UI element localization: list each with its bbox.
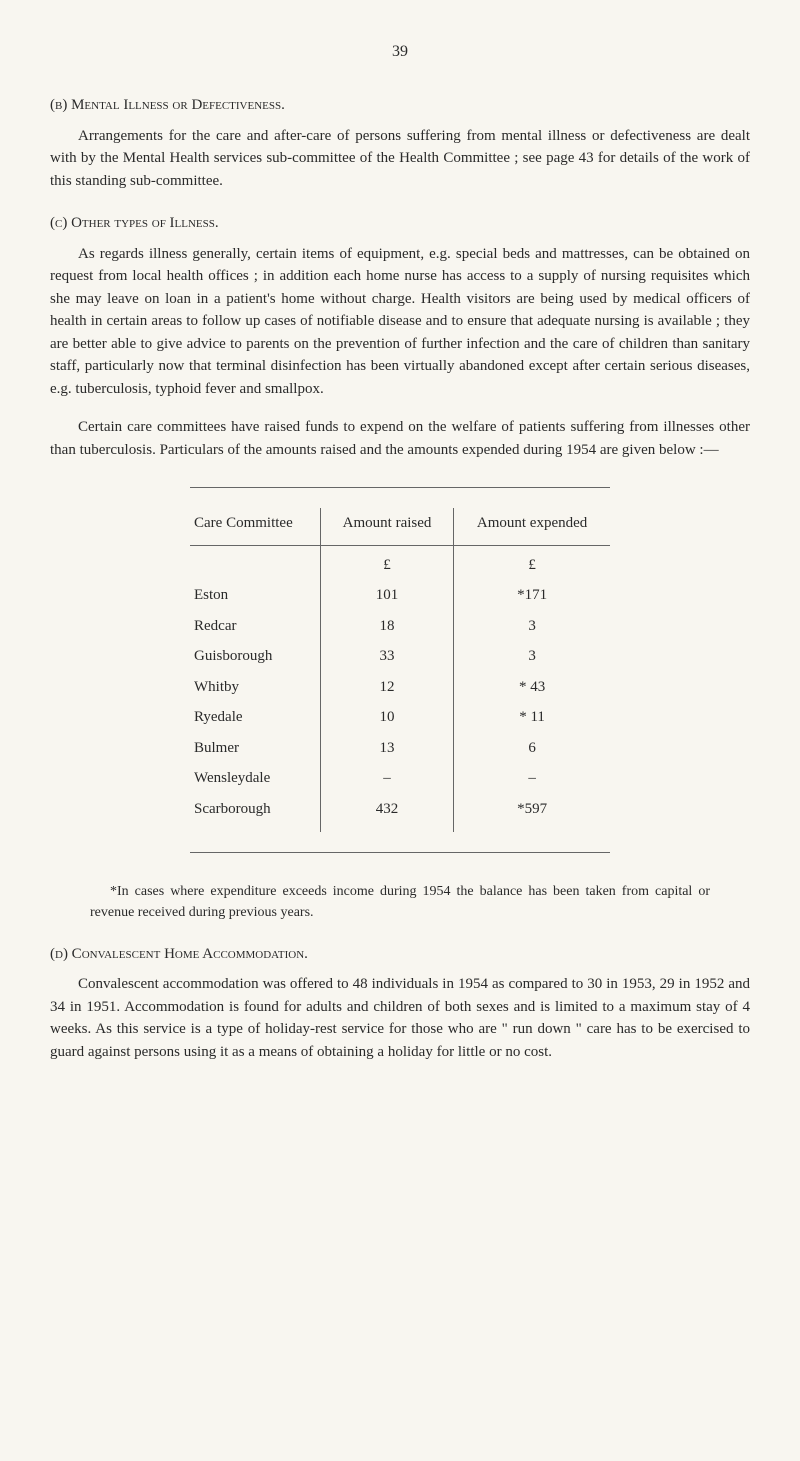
committee-name: Wensleydale [190, 763, 320, 794]
table-row: Ryedale 10 * 11 [190, 702, 610, 733]
section-c-paragraph-2: Certain care committees have raised fund… [50, 416, 750, 461]
committee-name: Scarborough [190, 794, 320, 833]
amount-expended: 6 [454, 733, 610, 764]
table-row: Bulmer 13 6 [190, 733, 610, 764]
currency-row: £ £ [190, 545, 610, 580]
committee-name: Ryedale [190, 702, 320, 733]
table-row: Scarborough 432 *597 [190, 794, 610, 833]
section-d-heading: (d) Convalescent Home Accommodation. [50, 943, 750, 966]
table-row: Redcar 18 3 [190, 611, 610, 642]
table-row: Whitby 12 * 43 [190, 672, 610, 703]
empty-cell [190, 545, 320, 580]
amount-expended: 3 [454, 641, 610, 672]
amount-raised: 33 [320, 641, 453, 672]
section-b-paragraph: Arrangements for the care and after-care… [50, 125, 750, 193]
care-committee-table: Care Committee Amount raised Amount expe… [190, 508, 610, 832]
section-c-paragraph-1: As regards illness generally, certain it… [50, 243, 750, 401]
amount-raised: 13 [320, 733, 453, 764]
table-row: Wensleydale – – [190, 763, 610, 794]
amount-expended: – [454, 763, 610, 794]
currency-raised: £ [320, 545, 453, 580]
amount-raised: – [320, 763, 453, 794]
committee-name: Whitby [190, 672, 320, 703]
table-footnote: *In cases where expenditure exceeds inco… [90, 881, 710, 923]
table-row: Eston 101 *171 [190, 580, 610, 611]
committee-name: Bulmer [190, 733, 320, 764]
amount-raised: 10 [320, 702, 453, 733]
amount-expended: * 11 [454, 702, 610, 733]
amount-raised: 101 [320, 580, 453, 611]
table-container: Care Committee Amount raised Amount expe… [50, 477, 750, 881]
section-c-heading: (c) Other types of Illness. [50, 212, 750, 235]
header-raised: Amount raised [320, 508, 453, 545]
committee-name: Redcar [190, 611, 320, 642]
header-expended: Amount expended [454, 508, 610, 545]
section-d-paragraph: Convalescent accommodation was offered t… [50, 973, 750, 1063]
amount-raised: 432 [320, 794, 453, 833]
amount-expended: *171 [454, 580, 610, 611]
header-committee: Care Committee [190, 508, 320, 545]
amount-expended: 3 [454, 611, 610, 642]
table-row: Guisborough 33 3 [190, 641, 610, 672]
care-table-wrapper: Care Committee Amount raised Amount expe… [190, 487, 610, 853]
page-number: 39 [50, 40, 750, 64]
amount-expended: *597 [454, 794, 610, 833]
section-b-heading: (b) Mental Illness or Defectiveness. [50, 94, 750, 117]
amount-raised: 18 [320, 611, 453, 642]
amount-expended: * 43 [454, 672, 610, 703]
currency-expended: £ [454, 545, 610, 580]
amount-raised: 12 [320, 672, 453, 703]
committee-name: Guisborough [190, 641, 320, 672]
table-header-row: Care Committee Amount raised Amount expe… [190, 508, 610, 545]
committee-name: Eston [190, 580, 320, 611]
